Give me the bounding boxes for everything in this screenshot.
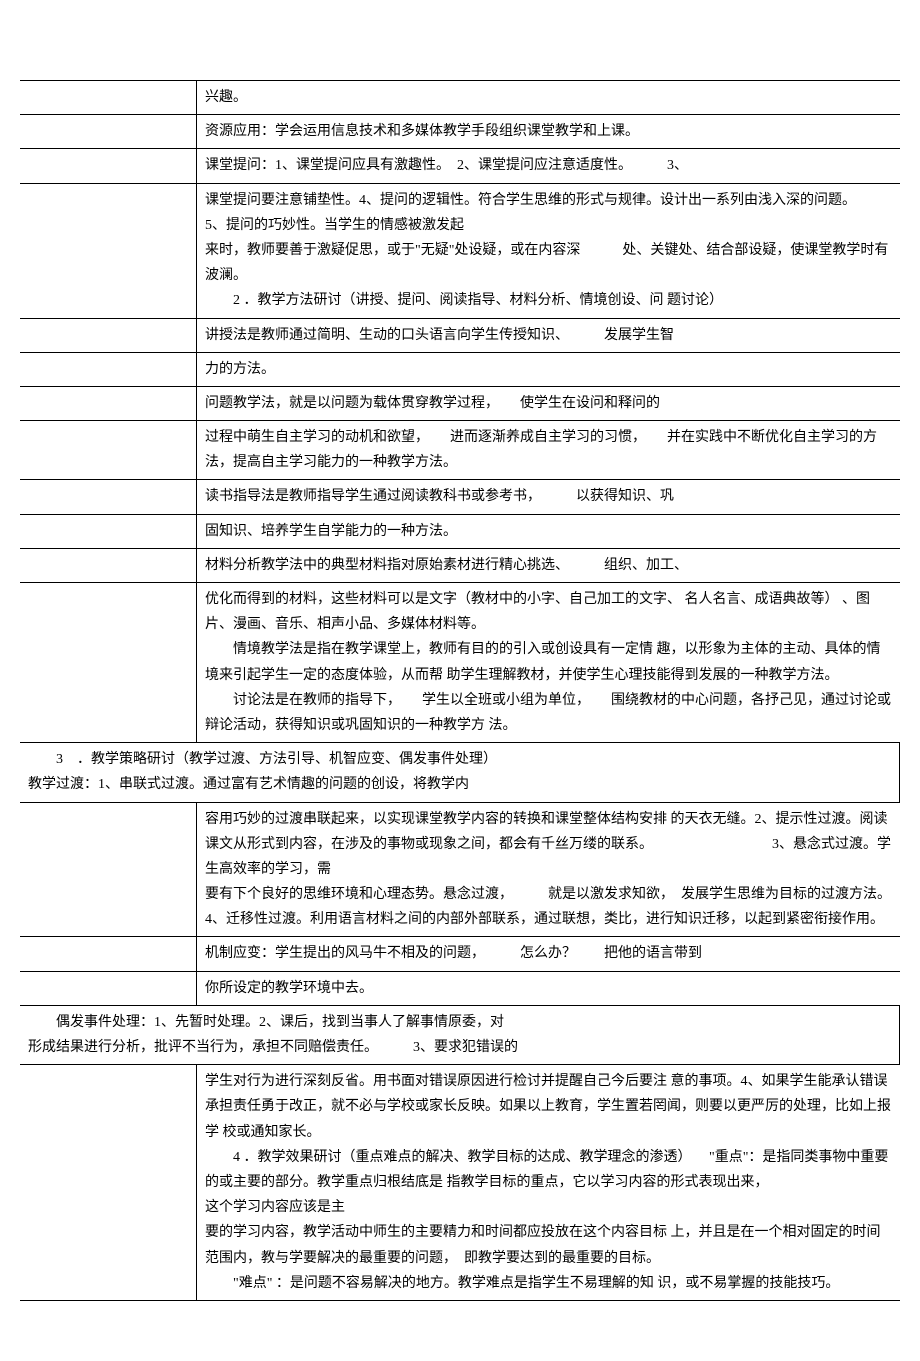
document-page: 兴趣。资源应用：学会运用信息技术和多媒体教学手段组织课堂教学和上课。课堂提问：1… [0, 0, 920, 1361]
table-cell: 3 ．教学策略研讨（教学过渡、方法引导、机智应变、偶发事件处理）教学过渡：1、串… [20, 743, 900, 802]
table-cell: 固知识、培养学生自学能力的一种方法。 [197, 514, 900, 548]
table-cell [20, 480, 197, 514]
table-row: 你所设定的教学环境中去。 [20, 971, 900, 1005]
table-cell: 容用巧妙的过渡串联起来，以实现课堂教学内容的转换和课堂整体结构安排 的天衣无缝。… [197, 802, 900, 937]
table-row: 兴趣。 [20, 81, 900, 115]
table-row: 过程中萌生自主学习的动机和欲望， 进而逐渐养成自主学习的习惯， 并在实践中不断优… [20, 421, 900, 480]
table-cell: 课堂提问：1、课堂提问应具有激趣性。 2、课堂提问应注意适度性。 3、 [197, 149, 900, 183]
table-row: 问题教学法，就是以问题为载体贯穿教学过程， 使学生在设问和释问的 [20, 386, 900, 420]
table-cell [20, 352, 197, 386]
table-cell: 讲授法是教师通过简明、生动的口头语言向学生传授知识、 发展学生智 [197, 318, 900, 352]
table-cell: 机制应变：学生提出的风马牛不相及的问题， 怎么办？ 把他的语言带到 [197, 937, 900, 971]
table-row: 力的方法。 [20, 352, 900, 386]
table-cell: 你所设定的教学环境中去。 [197, 971, 900, 1005]
table-row: 资源应用：学会运用信息技术和多媒体教学手段组织课堂教学和上课。 [20, 115, 900, 149]
table-cell [20, 115, 197, 149]
table-cell [20, 548, 197, 582]
table-row: 3 ．教学策略研讨（教学过渡、方法引导、机智应变、偶发事件处理）教学过渡：1、串… [20, 743, 900, 802]
table-cell: 力的方法。 [197, 352, 900, 386]
table-cell [20, 971, 197, 1005]
table-cell: 问题教学法，就是以问题为载体贯穿教学过程， 使学生在设问和释问的 [197, 386, 900, 420]
table-row: 容用巧妙的过渡串联起来，以实现课堂教学内容的转换和课堂整体结构安排 的天衣无缝。… [20, 802, 900, 937]
table-cell [20, 318, 197, 352]
table-cell: 材料分析教学法中的典型材料指对原始素材进行精心挑选、 组织、加工、 [197, 548, 900, 582]
table-row: 机制应变：学生提出的风马牛不相及的问题， 怎么办？ 把他的语言带到 [20, 937, 900, 971]
table-cell [20, 183, 197, 318]
content-table: 兴趣。资源应用：学会运用信息技术和多媒体教学手段组织课堂教学和上课。课堂提问：1… [20, 80, 900, 1301]
table-cell: 过程中萌生自主学习的动机和欲望， 进而逐渐养成自主学习的习惯， 并在实践中不断优… [197, 421, 900, 480]
table-cell: 读书指导法是教师指导学生通过阅读教科书或参考书， 以获得知识、巩 [197, 480, 900, 514]
table-cell [20, 149, 197, 183]
table-row: 偶发事件处理：1、先暂时处理。2、课后，找到当事人了解事情原委，对形成结果进行分… [20, 1005, 900, 1064]
table-row: 材料分析教学法中的典型材料指对原始素材进行精心挑选、 组织、加工、 [20, 548, 900, 582]
table-cell: 资源应用：学会运用信息技术和多媒体教学手段组织课堂教学和上课。 [197, 115, 900, 149]
table-cell [20, 1065, 197, 1301]
table-row: 优化而得到的材料，这些材料可以是文字（教材中的小字、自己加工的文字、 名人名言、… [20, 583, 900, 743]
table-row: 固知识、培养学生自学能力的一种方法。 [20, 514, 900, 548]
table-row: 课堂提问要注意铺垫性。4、提问的逻辑性。符合学生思维的形式与规律。设计出一系列由… [20, 183, 900, 318]
table-row: 课堂提问：1、课堂提问应具有激趣性。 2、课堂提问应注意适度性。 3、 [20, 149, 900, 183]
table-cell [20, 937, 197, 971]
table-cell [20, 386, 197, 420]
table-row: 读书指导法是教师指导学生通过阅读教科书或参考书， 以获得知识、巩 [20, 480, 900, 514]
table-cell: 学生对行为进行深刻反省。用书面对错误原因进行检讨并提醒自己今后要注 意的事项。4… [197, 1065, 900, 1301]
table-cell [20, 802, 197, 937]
table-cell: 课堂提问要注意铺垫性。4、提问的逻辑性。符合学生思维的形式与规律。设计出一系列由… [197, 183, 900, 318]
table-cell: 偶发事件处理：1、先暂时处理。2、课后，找到当事人了解事情原委，对形成结果进行分… [20, 1005, 900, 1064]
table-row: 学生对行为进行深刻反省。用书面对错误原因进行检讨并提醒自己今后要注 意的事项。4… [20, 1065, 900, 1301]
table-cell: 优化而得到的材料，这些材料可以是文字（教材中的小字、自己加工的文字、 名人名言、… [197, 583, 900, 743]
table-cell: 兴趣。 [197, 81, 900, 115]
table-cell [20, 514, 197, 548]
table-cell [20, 81, 197, 115]
table-cell [20, 583, 197, 743]
table-cell [20, 421, 197, 480]
table-row: 讲授法是教师通过简明、生动的口头语言向学生传授知识、 发展学生智 [20, 318, 900, 352]
